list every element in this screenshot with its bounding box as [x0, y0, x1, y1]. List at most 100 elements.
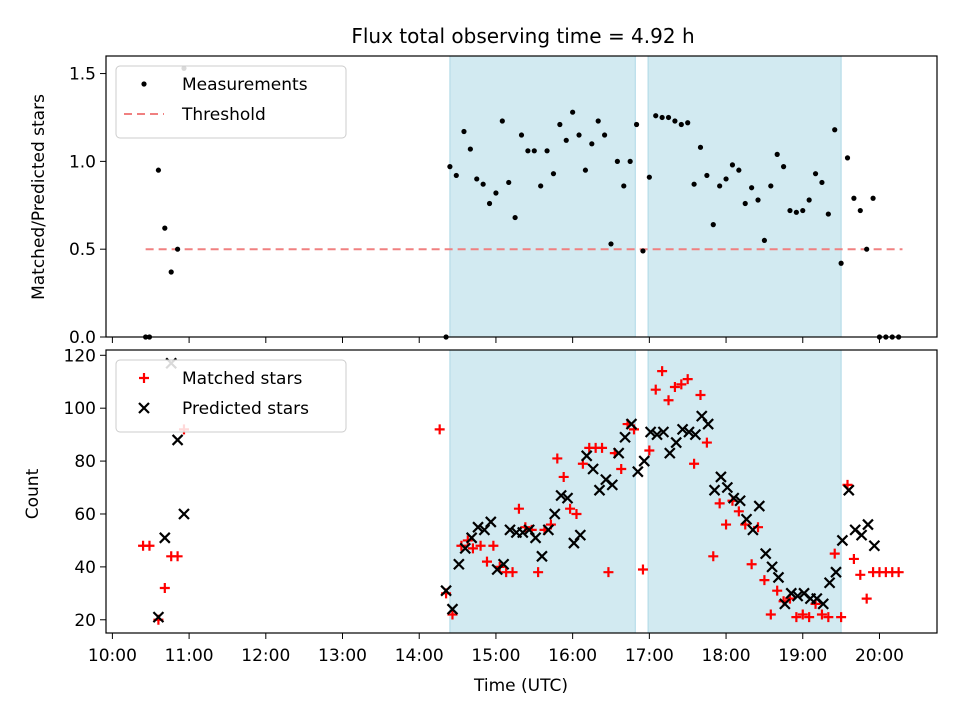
matched-stars-point [513, 503, 524, 514]
measurements-point [467, 146, 473, 152]
predicted-stars-point [644, 426, 657, 438]
measurements-point [723, 176, 729, 182]
predicted-stars-point [446, 603, 459, 615]
y-tick-label: 100 [64, 399, 96, 419]
matched-stars-point [475, 540, 486, 551]
predicted-stars-point [504, 524, 516, 536]
measurements-point [800, 207, 806, 214]
measurements-point [717, 183, 723, 189]
measurements-point [518, 132, 525, 138]
x-tick-label: 12:00 [241, 646, 290, 666]
x-tick-label: 11:00 [165, 646, 214, 666]
measurements-point [691, 181, 697, 187]
shaded-interval [647, 55, 842, 338]
matched-stars-point [565, 503, 576, 514]
measurements-point [761, 237, 768, 244]
measurements-point [704, 172, 710, 179]
matched-stars-point [172, 551, 183, 562]
matched-stars-point [467, 543, 478, 554]
matched-stars-point [861, 593, 872, 604]
measurements-point [447, 164, 453, 170]
measurements-point [774, 151, 780, 157]
matched-stars-point [721, 519, 732, 530]
predicted-stars-point [561, 492, 574, 504]
predicted-stars-point [606, 479, 619, 491]
measurements-point [538, 183, 544, 189]
matched-stars-point [159, 583, 170, 594]
x-axis-label: Time (UTC) [473, 676, 568, 696]
matched-stars-point [772, 585, 783, 596]
matched-stars-point [848, 553, 859, 564]
measurements-point [736, 167, 742, 173]
measurements-point [544, 148, 550, 154]
matched-stars-point [434, 424, 445, 435]
measurements-point [493, 190, 499, 196]
legend-label: Measurements [182, 75, 308, 95]
predicted-stars-point [548, 508, 561, 520]
predicted-stars-point [779, 598, 791, 610]
measurements-point [844, 155, 851, 161]
measurements-point [646, 174, 652, 180]
matched-stars-point [533, 567, 544, 578]
measurements-point [506, 179, 512, 186]
predicted-stars-point [625, 418, 638, 430]
predicted-stars-point [747, 524, 759, 536]
matched-stars-point [746, 559, 757, 570]
predicted-stars-point [670, 436, 682, 449]
legend-box [115, 65, 347, 139]
matched-stars-point [603, 567, 614, 578]
predicted-stars-point [676, 423, 689, 436]
x-tick-label: 18:00 [702, 646, 751, 666]
measurements-point [768, 183, 774, 189]
measurements-point [621, 183, 627, 189]
predicted-stars-point [657, 426, 670, 438]
predicted-stars-point [459, 542, 472, 555]
measurements-point [787, 207, 793, 214]
y-tick-label: 60 [74, 505, 96, 525]
bottom-y-axis-label: Count [23, 468, 43, 519]
predicted-stars-point [855, 529, 868, 541]
matched-stars-point [597, 442, 608, 453]
predicted-stars-point [536, 550, 548, 563]
y-tick-label: 0.0 [69, 328, 96, 348]
y-tick-label: 40 [74, 558, 96, 578]
matched-stars-point [733, 506, 744, 517]
measurements-point [819, 179, 825, 186]
matched-stars-point [816, 609, 827, 620]
predicted-stars-point [734, 494, 746, 507]
measurements-point [627, 158, 633, 164]
predicted-stars-point [472, 521, 484, 533]
measurements-point [589, 141, 595, 147]
measurements-point [851, 195, 857, 201]
measurements-point [525, 148, 531, 154]
predicted-stars-point [708, 484, 721, 496]
matched-stars-point [663, 395, 674, 406]
measurements-point [174, 246, 181, 252]
measurements-point [659, 114, 665, 121]
measurements-point [486, 200, 493, 207]
matched-stars-point [765, 609, 776, 620]
predicted-stars-point [817, 598, 829, 610]
matched-stars-point [714, 498, 725, 509]
predicted-stars-point [791, 590, 804, 602]
matched-stars-point [689, 458, 700, 469]
measurements-point [480, 181, 486, 187]
predicted-stars-point [759, 547, 772, 560]
predicted-stars-point [740, 513, 753, 526]
measurements-point [672, 118, 678, 124]
matched-stars-point [447, 609, 458, 620]
measurements-point [608, 241, 614, 247]
y-tick-label: 20 [74, 611, 96, 631]
matched-stars-point [695, 389, 706, 400]
predicted-stars-point [159, 532, 171, 544]
x-tick-label: 17:00 [625, 646, 674, 666]
y-tick-label: 120 [64, 346, 96, 366]
y-tick-label: 1.5 [69, 65, 96, 85]
predicted-stars-point [664, 447, 676, 459]
measurements-point [550, 171, 557, 177]
matched-stars-point [829, 548, 840, 559]
predicted-stars-point [683, 426, 695, 438]
matched-stars-point [552, 453, 563, 464]
top-y-axis-label: Matched/Predicted stars [29, 94, 49, 300]
